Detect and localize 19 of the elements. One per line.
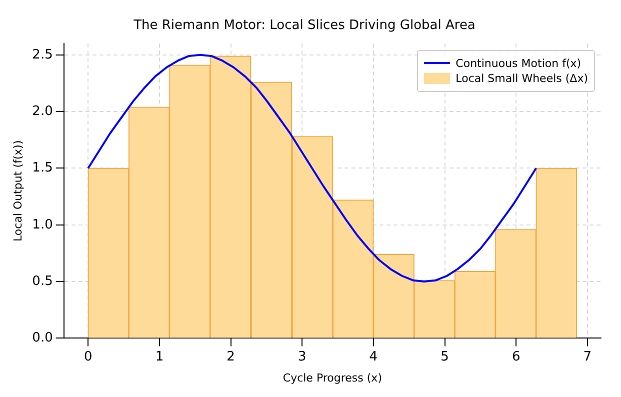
x-tick-label: 4 (369, 349, 378, 364)
chart-title: The Riemann Motor: Local Slices Driving Global Area (132, 18, 476, 34)
y-tick-label: 1.5 (32, 160, 53, 176)
x-tick-label: 2 (226, 349, 235, 364)
y-tick-label: 2.5 (32, 47, 53, 62)
y-axis-title: Local Output (f(x)) (11, 140, 24, 242)
y-tick-label: 0.5 (32, 274, 53, 289)
x-tick-label: 6 (512, 349, 520, 364)
x-tick-label: 5 (440, 349, 449, 364)
x-tick-label: 1 (155, 349, 164, 364)
y-tick-label: 2.0 (32, 104, 53, 119)
legend-label: Local Small Wheels (Δx) (456, 72, 588, 85)
x-tick-label: 3 (298, 349, 306, 364)
y-tick-label: 1.0 (32, 217, 53, 232)
x-tick-label: 7 (583, 349, 592, 364)
x-axis-title: Cycle Progress (x) (282, 371, 382, 384)
y-tick-label: 0.0 (32, 330, 53, 346)
x-tick-label: 0 (84, 349, 92, 364)
legend-label: Continuous Motion f(x) (456, 56, 582, 70)
